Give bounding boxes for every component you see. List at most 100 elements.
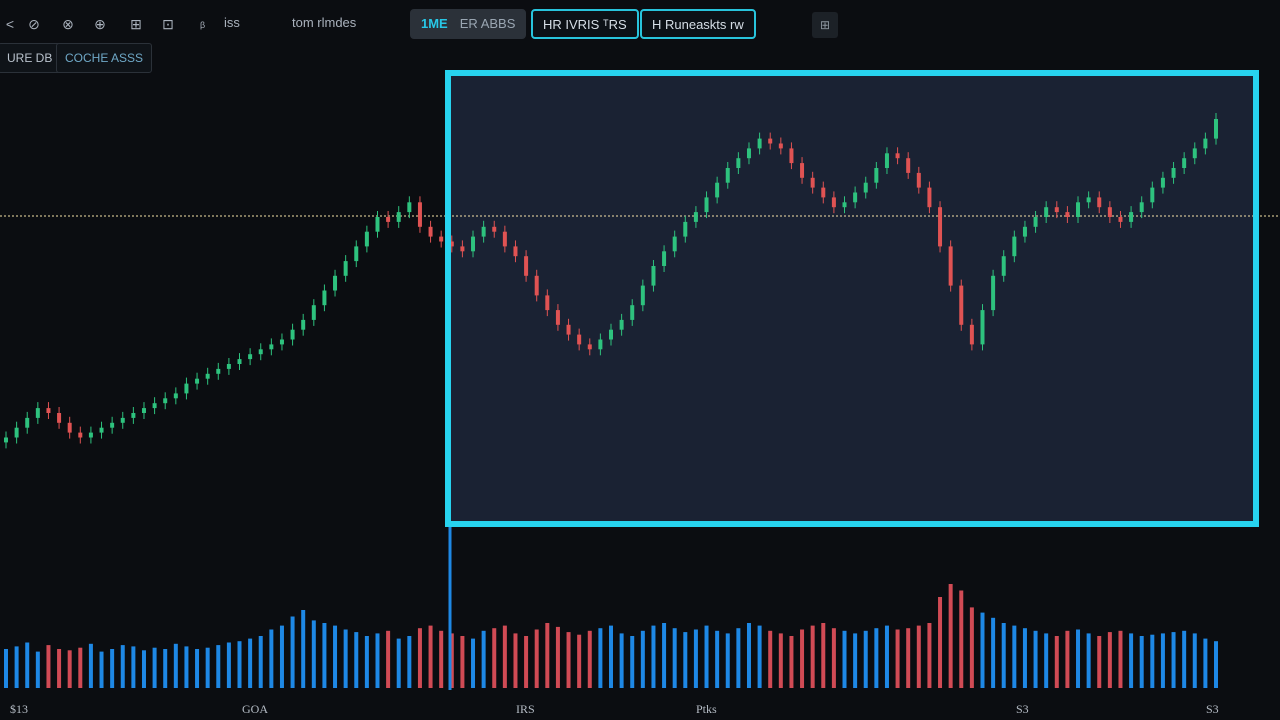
volume-bar bbox=[141, 650, 146, 688]
candle-body bbox=[1097, 197, 1102, 208]
subtab-2[interactable]: COCHE ASSS bbox=[56, 43, 153, 73]
candle-body bbox=[1160, 177, 1165, 188]
nav-back-icon[interactable]: < bbox=[5, 16, 15, 32]
candle-body bbox=[386, 217, 391, 222]
volume-bar bbox=[471, 638, 476, 688]
candle-body bbox=[1150, 187, 1155, 203]
volume-bar bbox=[672, 628, 677, 688]
candle-body bbox=[1076, 202, 1081, 217]
volume-bar bbox=[863, 630, 868, 688]
volume-bar bbox=[545, 623, 550, 688]
candle-body bbox=[884, 153, 889, 168]
volume-bar bbox=[980, 612, 985, 688]
volume-bar bbox=[577, 634, 582, 688]
volume-bar bbox=[502, 625, 507, 688]
volume-bar bbox=[57, 649, 62, 688]
candle-body bbox=[821, 187, 826, 198]
volume-bar bbox=[343, 629, 348, 688]
candle-body bbox=[184, 383, 189, 394]
tool-grid-icon[interactable]: ⊞ bbox=[130, 16, 142, 32]
volume-bar bbox=[248, 638, 253, 688]
subtab-1[interactable]: URE DB bbox=[0, 43, 62, 73]
volume-bar bbox=[1171, 632, 1176, 688]
candle-body bbox=[343, 261, 348, 276]
volume-bar bbox=[938, 597, 943, 688]
candle-body bbox=[311, 305, 316, 320]
volume-bar bbox=[481, 630, 486, 688]
candle-body bbox=[141, 408, 146, 413]
volume-bar bbox=[88, 643, 93, 688]
candle-body bbox=[959, 285, 964, 325]
candle-body bbox=[566, 324, 571, 335]
candle-body bbox=[757, 138, 762, 149]
tool-circle-icon[interactable]: ⊘ bbox=[28, 16, 40, 32]
volume-bar bbox=[460, 636, 465, 688]
candle-body bbox=[683, 221, 688, 237]
volume-bar bbox=[1097, 636, 1102, 688]
grid-icon[interactable]: ⊞ bbox=[812, 12, 838, 38]
toolbar-label-3[interactable]: tom rlmdes bbox=[292, 15, 357, 30]
tab-active[interactable]: 1ME ER ABBS bbox=[410, 9, 527, 39]
volume-bar bbox=[757, 625, 762, 688]
volume-bar bbox=[99, 651, 104, 688]
tool-plus-icon[interactable]: ⊕ bbox=[94, 16, 106, 32]
candle-body bbox=[1044, 207, 1049, 217]
volume-bar bbox=[333, 625, 338, 688]
candle-body bbox=[672, 236, 677, 252]
candle-body bbox=[110, 422, 115, 428]
volume-bar bbox=[884, 625, 889, 688]
range-button-1[interactable]: HR IVRIS ᵀRS bbox=[531, 9, 639, 39]
range-button-2[interactable]: H Runeaskts rw bbox=[640, 9, 756, 39]
tool-box-icon[interactable]: ⊡ bbox=[162, 16, 174, 32]
candle-body bbox=[1033, 217, 1038, 227]
volume-bar bbox=[906, 628, 911, 688]
volume-bar bbox=[800, 629, 805, 688]
candle-body bbox=[895, 153, 900, 159]
x-axis-label: $13 bbox=[10, 702, 28, 716]
volume-bar bbox=[4, 649, 8, 688]
candle-body bbox=[778, 143, 783, 149]
candle-body bbox=[831, 197, 836, 208]
tool-cross-icon[interactable]: ⊗ bbox=[62, 16, 74, 32]
candle-body bbox=[577, 334, 582, 345]
candle-body bbox=[78, 432, 83, 438]
volume-bar bbox=[1214, 641, 1218, 688]
volume-bar bbox=[1001, 623, 1006, 688]
toolbar-label-2[interactable]: iss bbox=[224, 15, 240, 30]
toolbar-label-1[interactable]: ᵦ bbox=[200, 15, 206, 30]
volume-bar bbox=[651, 625, 656, 688]
selection-frame[interactable] bbox=[445, 70, 1259, 527]
volume-bar bbox=[120, 645, 125, 688]
volume-bar bbox=[916, 625, 921, 688]
volume-bar bbox=[640, 630, 645, 688]
candle-body bbox=[25, 417, 30, 428]
x-axis-label: GOA bbox=[242, 702, 268, 716]
candle-body bbox=[248, 354, 253, 360]
candle-body bbox=[258, 349, 263, 355]
candle-body bbox=[980, 310, 985, 345]
volume-bar bbox=[842, 630, 847, 688]
volume-bar bbox=[630, 636, 635, 688]
volume-bar bbox=[874, 628, 879, 688]
candle-body bbox=[301, 319, 306, 330]
candle-body bbox=[545, 295, 550, 311]
x-axis-label: S3 bbox=[1016, 702, 1029, 716]
volume-bar bbox=[1203, 638, 1208, 688]
volume-bar bbox=[853, 633, 858, 688]
volume-bar bbox=[35, 651, 40, 688]
candle-body bbox=[736, 158, 741, 168]
candle-body bbox=[1022, 226, 1027, 237]
volume-bar bbox=[110, 649, 115, 688]
volume-bar bbox=[78, 647, 83, 688]
volume-bar bbox=[736, 628, 741, 688]
volume-bar bbox=[226, 642, 231, 688]
volume-bar bbox=[354, 632, 359, 688]
volume-bar bbox=[587, 630, 592, 688]
volume-bar bbox=[1129, 633, 1134, 688]
candle-body bbox=[534, 275, 539, 296]
candle-body bbox=[853, 192, 858, 203]
volume-bar bbox=[662, 623, 667, 688]
volume-bar bbox=[598, 628, 603, 688]
volume-bar bbox=[725, 633, 730, 688]
